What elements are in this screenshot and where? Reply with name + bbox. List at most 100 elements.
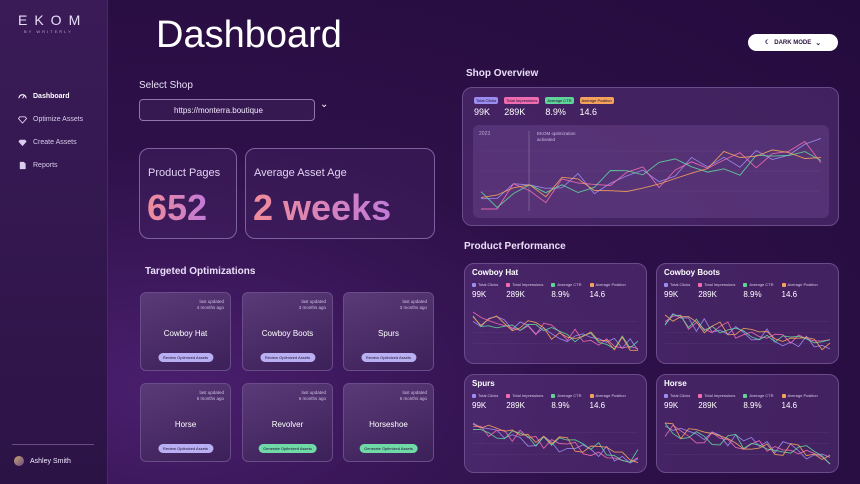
series-line xyxy=(480,149,822,199)
legend-swatch xyxy=(551,282,556,287)
metric-label: Average CTR xyxy=(551,282,582,287)
review-assets-button[interactable]: Review Optimized Assets xyxy=(157,444,214,453)
metric-value: 289K xyxy=(504,107,526,117)
metric-legend: Total Clicks 99K Total Impressions 289K Aver… xyxy=(664,282,818,299)
document-icon xyxy=(18,161,27,170)
metric-label: Total Impressions xyxy=(506,282,543,287)
series-line xyxy=(472,423,639,464)
last-updated: last updated 3 months ago xyxy=(399,299,427,310)
metric-item: Total Clicks 99K xyxy=(664,282,690,299)
sidebar-item-reports[interactable]: Reports xyxy=(18,161,58,170)
review-assets-button[interactable]: Review Optimized Assets xyxy=(157,353,214,362)
series-line xyxy=(664,424,831,465)
series-line xyxy=(472,422,639,464)
shop-select[interactable]: https://monterra.boutique xyxy=(139,99,315,121)
chevron-down-icon: ⌄ xyxy=(815,39,822,47)
series-line xyxy=(480,151,822,209)
metric-value: 8.9% xyxy=(743,401,762,410)
product-performance-card: Horse Total Clicks 99K Total Impressions 289… xyxy=(656,374,839,473)
gauge-icon xyxy=(18,92,27,101)
metric-label: Average Position xyxy=(781,393,818,398)
last-updated: last updated 5 months ago xyxy=(196,390,224,401)
metric-value: 14.6 xyxy=(579,107,598,117)
chart-year-label: 2023 xyxy=(479,131,491,137)
last-updated: last updated 3 months ago xyxy=(298,299,326,310)
sidebar-item-optimize-assets[interactable]: Optimize Assets xyxy=(17,115,83,124)
review-assets-button[interactable]: Review Optimized Assets xyxy=(360,353,417,362)
optimization-card[interactable]: last updated 3 months ago Cowboy Boots Re… xyxy=(242,292,333,371)
product-line-chart xyxy=(472,311,639,351)
legend-swatch xyxy=(743,282,748,287)
metric-label: Average CTR xyxy=(545,97,574,104)
last-updated: last updated 4 months ago xyxy=(196,299,224,310)
metric-item: Average CTR 8.9% xyxy=(551,393,582,410)
user-profile[interactable]: Ashley Smith xyxy=(14,456,71,466)
metric-item: Average Position 14.6 xyxy=(781,393,818,410)
metric-item: Average Position 14.6 xyxy=(589,282,626,299)
optimization-card[interactable]: last updated 4 months ago Cowboy Hat Revi… xyxy=(140,292,231,371)
series-line xyxy=(472,315,638,351)
user-name: Ashley Smith xyxy=(30,457,71,465)
metric-item: Total Impressions 289K xyxy=(698,282,735,299)
metric-item: Total Impressions 289K xyxy=(506,282,543,299)
series-line xyxy=(480,137,822,200)
product-name: Horseshoe xyxy=(369,420,408,429)
sidebar-divider xyxy=(12,444,94,445)
page-title: Dashboard xyxy=(156,14,342,56)
metric-value: 8.9% xyxy=(743,290,762,299)
metric-value: 14.6 xyxy=(589,290,606,299)
metric-item: Average CTR 8.9% xyxy=(743,282,774,299)
brand-logo: EKOM xyxy=(18,12,88,28)
metric-average-position: Average Position 14.6 xyxy=(579,97,614,117)
metric-item: Total Impressions 289K xyxy=(698,393,735,410)
product-title: Cowboy Boots xyxy=(664,268,720,277)
metric-average-ctr: Average CTR 8.9% xyxy=(545,97,574,117)
sidebar-item-create-assets[interactable]: Create Assets xyxy=(18,138,77,147)
legend-swatch xyxy=(589,282,594,287)
product-performance-card: Cowboy Boots Total Clicks 99K Total Impress… xyxy=(656,263,839,364)
stat-value: 652 xyxy=(147,187,208,228)
optimization-card[interactable]: last updated 3 months ago Spurs Review Op… xyxy=(343,292,434,371)
generate-assets-button[interactable]: Generate Optimized Assets xyxy=(359,444,418,453)
metric-value: 99K xyxy=(664,290,679,299)
chevron-down-icon[interactable]: ⌄ xyxy=(320,99,329,110)
metric-item: Total Clicks 99K xyxy=(472,282,498,299)
sidebar-item-label: Create Assets xyxy=(33,139,77,146)
series-line xyxy=(664,314,831,351)
moon-icon: ☾ xyxy=(764,40,771,46)
optimization-card[interactable]: last updated 6 months ago Revolver Genera… xyxy=(242,383,333,462)
sidebar-item-dashboard[interactable]: Dashboard xyxy=(18,92,70,101)
sidebar-item-label: Dashboard xyxy=(33,93,70,100)
legend-swatch xyxy=(551,393,556,398)
product-line-chart xyxy=(664,422,831,465)
metric-value: 99K xyxy=(474,107,491,117)
metric-label: Average Position xyxy=(589,282,626,287)
overview-chart-area: 2023 EKOM optimization activated xyxy=(473,125,829,218)
metric-value: 289K xyxy=(698,290,717,299)
metric-value: 14.6 xyxy=(781,401,798,410)
metric-total-impressions: Total Impressions 289K xyxy=(504,97,540,117)
metric-value: 289K xyxy=(698,401,717,410)
avatar xyxy=(14,456,24,466)
legend-swatch xyxy=(781,282,786,287)
metric-value: 289K xyxy=(506,290,525,299)
review-assets-button[interactable]: Review Optimized Assets xyxy=(259,353,316,362)
dark-mode-label: DARK MODE xyxy=(774,39,812,46)
metric-item: Total Clicks 99K xyxy=(472,393,498,410)
overview-line-chart xyxy=(480,131,822,211)
optimization-card[interactable]: last updated 6 months ago Horseshoe Gener… xyxy=(343,383,434,462)
optimization-card[interactable]: last updated 5 months ago Horse Review Op… xyxy=(140,383,231,462)
product-name: Revolver xyxy=(271,420,304,429)
generate-assets-button[interactable]: Generate Optimized Assets xyxy=(258,444,317,453)
product-name: Horse xyxy=(174,420,197,429)
overview-metrics: Total Clicks 99K Total Impressions 289K Av… xyxy=(474,97,614,117)
product-performance-card: Cowboy Hat Total Clicks 99K Total Impressio… xyxy=(464,263,647,364)
shop-overview-title: Shop Overview xyxy=(466,68,539,79)
dark-mode-toggle[interactable]: ☾ DARK MODE ⌄ xyxy=(748,34,838,51)
stat-label: Average Asset Age xyxy=(254,167,347,179)
metric-label: Total Clicks xyxy=(472,393,498,398)
diamond-icon xyxy=(17,115,28,124)
metric-legend: Total Clicks 99K Total Impressions 289K Aver… xyxy=(664,393,818,410)
product-title: Cowboy Hat xyxy=(472,268,519,277)
metric-value: 8.9% xyxy=(545,107,566,117)
